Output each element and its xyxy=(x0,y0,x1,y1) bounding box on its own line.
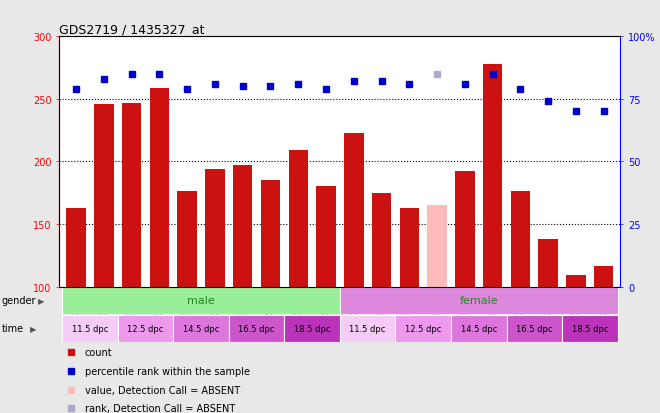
Bar xyxy=(566,275,585,287)
Bar xyxy=(178,192,197,287)
Bar xyxy=(233,166,252,287)
Text: 18.5 dpc: 18.5 dpc xyxy=(294,324,331,333)
Bar xyxy=(539,240,558,287)
Text: 12.5 dpc: 12.5 dpc xyxy=(405,324,442,333)
Bar xyxy=(511,192,530,287)
Text: gender: gender xyxy=(1,296,36,306)
Text: count: count xyxy=(84,347,112,357)
Bar xyxy=(483,64,502,287)
Bar xyxy=(316,187,336,287)
Bar xyxy=(122,103,141,287)
Text: 18.5 dpc: 18.5 dpc xyxy=(572,324,608,333)
Bar xyxy=(562,315,618,342)
Bar xyxy=(594,267,613,287)
Bar xyxy=(455,172,475,287)
Bar xyxy=(395,315,451,342)
Bar xyxy=(62,287,340,314)
Text: rank, Detection Call = ABSENT: rank, Detection Call = ABSENT xyxy=(84,403,235,413)
Text: 12.5 dpc: 12.5 dpc xyxy=(127,324,164,333)
Bar xyxy=(174,315,229,342)
Bar xyxy=(229,315,284,342)
Text: 14.5 dpc: 14.5 dpc xyxy=(183,324,219,333)
Text: ▶: ▶ xyxy=(38,296,44,305)
Bar xyxy=(372,193,391,287)
Text: 11.5 dpc: 11.5 dpc xyxy=(350,324,386,333)
Bar xyxy=(399,208,419,287)
Text: 14.5 dpc: 14.5 dpc xyxy=(461,324,497,333)
Text: value, Detection Call = ABSENT: value, Detection Call = ABSENT xyxy=(84,385,240,394)
Bar xyxy=(340,287,618,314)
Bar xyxy=(67,208,86,287)
Text: GDS2719 / 1435327_at: GDS2719 / 1435327_at xyxy=(59,23,205,36)
Text: male: male xyxy=(187,296,215,306)
Bar xyxy=(284,315,340,342)
Text: 16.5 dpc: 16.5 dpc xyxy=(516,324,552,333)
Text: time: time xyxy=(1,323,24,333)
Text: percentile rank within the sample: percentile rank within the sample xyxy=(84,366,249,376)
Bar xyxy=(261,181,280,287)
Bar xyxy=(94,104,114,287)
Bar xyxy=(344,133,364,287)
Bar xyxy=(150,88,169,287)
Bar xyxy=(288,151,308,287)
Bar xyxy=(205,169,224,287)
Bar xyxy=(117,315,174,342)
Bar xyxy=(506,315,562,342)
Bar xyxy=(451,315,506,342)
Text: female: female xyxy=(459,296,498,306)
Bar xyxy=(62,315,117,342)
Bar xyxy=(340,315,395,342)
Bar xyxy=(428,206,447,287)
Text: ▶: ▶ xyxy=(30,324,36,333)
Text: 11.5 dpc: 11.5 dpc xyxy=(72,324,108,333)
Text: 16.5 dpc: 16.5 dpc xyxy=(238,324,275,333)
